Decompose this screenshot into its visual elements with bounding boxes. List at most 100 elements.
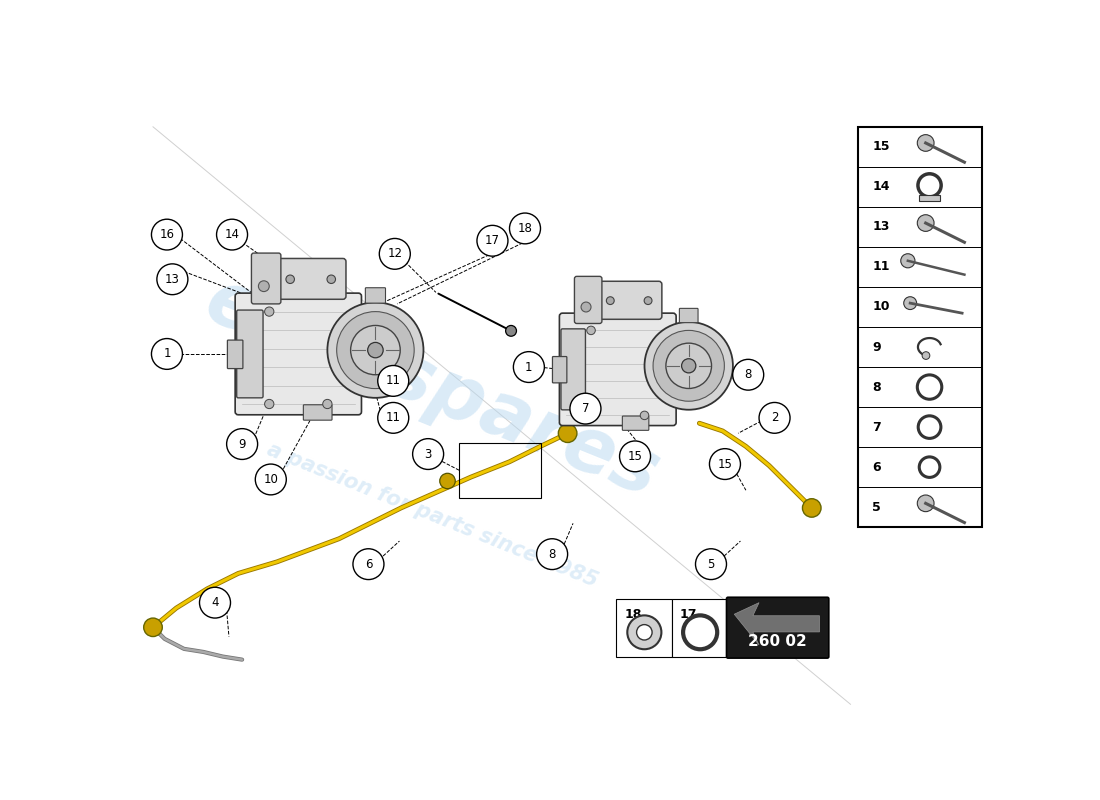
Text: 5: 5 xyxy=(707,558,715,570)
Polygon shape xyxy=(735,602,820,645)
Text: 14: 14 xyxy=(872,180,890,194)
Text: 10: 10 xyxy=(263,473,278,486)
Text: 7: 7 xyxy=(582,402,590,415)
Bar xyxy=(858,126,982,527)
Text: 18: 18 xyxy=(624,608,641,621)
FancyBboxPatch shape xyxy=(304,405,332,420)
Circle shape xyxy=(337,311,415,389)
Circle shape xyxy=(379,238,410,270)
FancyBboxPatch shape xyxy=(552,357,567,383)
Bar xyxy=(858,287,982,327)
Text: 12: 12 xyxy=(387,247,403,260)
Circle shape xyxy=(904,297,916,310)
Text: 8: 8 xyxy=(745,368,752,382)
Circle shape xyxy=(327,275,336,283)
Circle shape xyxy=(258,281,270,291)
Circle shape xyxy=(606,297,614,305)
FancyBboxPatch shape xyxy=(365,288,385,303)
Text: 6: 6 xyxy=(365,558,372,570)
Circle shape xyxy=(586,326,595,334)
Circle shape xyxy=(367,342,383,358)
Text: 18: 18 xyxy=(518,222,532,235)
Circle shape xyxy=(653,330,725,402)
Circle shape xyxy=(506,326,517,336)
Circle shape xyxy=(570,394,601,424)
Text: 15: 15 xyxy=(717,458,733,470)
Circle shape xyxy=(157,264,188,294)
Text: 13: 13 xyxy=(872,221,890,234)
Circle shape xyxy=(695,549,726,579)
Text: 15: 15 xyxy=(628,450,642,463)
Circle shape xyxy=(922,352,930,359)
Circle shape xyxy=(144,618,163,637)
Text: 11: 11 xyxy=(386,374,400,387)
Text: 16: 16 xyxy=(160,228,175,241)
Circle shape xyxy=(353,549,384,579)
Text: 3: 3 xyxy=(425,447,432,461)
Circle shape xyxy=(477,226,508,256)
FancyBboxPatch shape xyxy=(623,416,649,430)
Circle shape xyxy=(377,366,409,396)
Text: 10: 10 xyxy=(872,301,890,314)
FancyBboxPatch shape xyxy=(236,310,263,398)
Circle shape xyxy=(377,402,409,434)
Circle shape xyxy=(152,338,183,370)
Circle shape xyxy=(917,495,934,512)
Text: eurospares: eurospares xyxy=(195,264,670,514)
Circle shape xyxy=(537,538,568,570)
Bar xyxy=(920,194,939,201)
Circle shape xyxy=(637,625,652,640)
FancyBboxPatch shape xyxy=(680,308,698,322)
Circle shape xyxy=(917,214,934,231)
Circle shape xyxy=(682,358,696,373)
Circle shape xyxy=(152,219,183,250)
FancyBboxPatch shape xyxy=(252,253,280,304)
Text: 14: 14 xyxy=(224,228,240,241)
Text: 6: 6 xyxy=(872,461,881,474)
Circle shape xyxy=(265,399,274,409)
Circle shape xyxy=(412,438,443,470)
Text: 1: 1 xyxy=(163,347,170,361)
Circle shape xyxy=(265,307,274,316)
Text: 4: 4 xyxy=(211,596,219,609)
Bar xyxy=(858,487,982,527)
FancyBboxPatch shape xyxy=(561,329,585,410)
FancyBboxPatch shape xyxy=(726,598,828,658)
Text: 9: 9 xyxy=(239,438,246,450)
Circle shape xyxy=(440,474,455,489)
Text: 1: 1 xyxy=(525,361,532,374)
FancyBboxPatch shape xyxy=(228,340,243,369)
Circle shape xyxy=(322,399,332,409)
Text: 2: 2 xyxy=(771,411,779,424)
Text: 5: 5 xyxy=(872,501,881,514)
Circle shape xyxy=(581,302,591,312)
Bar xyxy=(858,247,982,287)
Circle shape xyxy=(645,297,652,305)
Circle shape xyxy=(640,411,649,420)
Text: 8: 8 xyxy=(549,548,556,561)
Text: 11: 11 xyxy=(386,411,400,424)
FancyBboxPatch shape xyxy=(595,282,662,319)
Bar xyxy=(858,407,982,447)
Circle shape xyxy=(627,615,661,650)
Bar xyxy=(858,367,982,407)
Circle shape xyxy=(255,464,286,495)
Text: 7: 7 xyxy=(872,421,881,434)
FancyBboxPatch shape xyxy=(560,313,676,426)
Bar xyxy=(858,327,982,367)
Bar xyxy=(616,599,672,657)
Bar xyxy=(858,207,982,247)
Circle shape xyxy=(514,352,544,382)
Text: 9: 9 xyxy=(872,341,881,354)
Circle shape xyxy=(645,322,733,410)
Bar xyxy=(858,447,982,487)
Circle shape xyxy=(586,411,595,420)
Text: 13: 13 xyxy=(165,273,179,286)
Circle shape xyxy=(217,219,248,250)
Bar xyxy=(858,167,982,207)
Circle shape xyxy=(227,429,257,459)
Circle shape xyxy=(619,441,650,472)
Bar xyxy=(672,599,728,657)
Circle shape xyxy=(509,213,540,244)
Text: a passion for parts since 1985: a passion for parts since 1985 xyxy=(264,440,601,591)
